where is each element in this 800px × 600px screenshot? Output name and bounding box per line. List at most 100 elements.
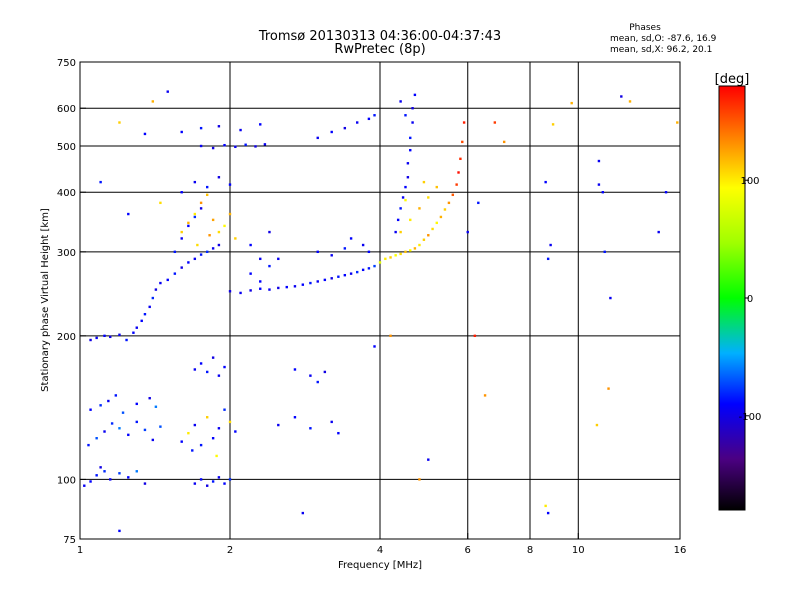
x-tick-label: 4	[377, 545, 383, 556]
data-point	[193, 180, 197, 184]
data-point	[323, 370, 327, 374]
data-point	[628, 100, 632, 103]
data-point	[367, 250, 371, 254]
data-point	[343, 247, 347, 250]
data-point	[205, 370, 209, 374]
data-point	[409, 249, 412, 252]
data-point	[140, 319, 143, 323]
colorbar-tick-label: 0	[747, 294, 753, 305]
data-point	[223, 224, 226, 228]
data-point	[293, 285, 297, 288]
data-point	[118, 529, 121, 533]
data-point	[109, 335, 112, 339]
data-point	[323, 278, 327, 282]
grid-lines	[80, 62, 680, 539]
data-point	[406, 176, 410, 179]
data-point	[244, 143, 247, 146]
x-tick-label: 6	[465, 545, 471, 556]
data-point	[199, 207, 203, 210]
data-point	[239, 128, 242, 132]
data-point	[367, 267, 371, 270]
data-point	[135, 402, 138, 406]
data-point	[461, 140, 464, 144]
data-point	[601, 191, 605, 194]
chart-subtitle: RwPretec (8p)	[334, 42, 425, 57]
data-point	[199, 126, 203, 130]
data-point	[187, 431, 190, 435]
data-point	[404, 185, 407, 189]
data-point	[180, 237, 183, 240]
data-point	[259, 123, 262, 126]
data-point	[544, 504, 547, 508]
data-point	[180, 191, 183, 194]
data-point	[406, 162, 410, 165]
data-point	[367, 117, 371, 121]
x-tick-label: 8	[527, 545, 533, 556]
data-point	[211, 218, 215, 222]
data-point	[148, 396, 151, 400]
data-point	[404, 198, 407, 202]
data-point	[89, 480, 92, 483]
data-point	[455, 183, 458, 186]
data-point	[457, 171, 460, 174]
data-point	[118, 427, 121, 430]
data-point	[154, 405, 158, 408]
data-point	[205, 250, 209, 254]
data-point	[103, 430, 106, 433]
data-point	[151, 438, 155, 442]
data-point	[309, 281, 312, 285]
data-point	[546, 511, 550, 515]
data-point	[125, 338, 128, 342]
data-point	[597, 159, 601, 163]
data-point	[211, 146, 215, 150]
data-point	[199, 362, 203, 365]
data-point	[249, 243, 252, 247]
data-point	[435, 221, 438, 225]
data-point	[249, 289, 252, 292]
data-point	[316, 250, 319, 254]
data-point	[118, 121, 121, 124]
data-point	[217, 374, 221, 377]
data-point	[121, 411, 125, 414]
data-point	[418, 243, 421, 247]
data-point	[135, 470, 138, 473]
data-point	[378, 261, 382, 264]
data-point	[228, 290, 232, 293]
data-point	[609, 296, 612, 300]
x-tick-label: 1	[77, 545, 83, 556]
data-point	[384, 257, 387, 261]
data-point	[316, 280, 319, 283]
data-point	[544, 180, 547, 184]
data-point	[208, 234, 211, 237]
data-point	[399, 230, 402, 234]
data-point	[196, 243, 199, 247]
data-point	[234, 145, 237, 149]
data-point	[466, 230, 469, 234]
data-point	[411, 121, 414, 124]
data-point	[418, 207, 421, 210]
data-point	[435, 185, 438, 189]
data-point	[459, 157, 462, 161]
data-point	[89, 338, 92, 342]
data-point	[343, 126, 347, 130]
y-tick-label: 500	[57, 142, 76, 153]
data-point	[427, 458, 430, 461]
x-tick-label: 16	[674, 545, 687, 556]
y-tick-label: 600	[57, 104, 76, 115]
data-point	[443, 208, 447, 211]
data-point	[259, 287, 262, 290]
data-point	[570, 101, 573, 105]
data-point	[502, 140, 506, 144]
y-axis-ticks: 75 100 200 300 400 500 600 750	[57, 58, 86, 546]
data-point	[148, 305, 151, 309]
data-point	[330, 420, 333, 424]
data-point	[199, 144, 203, 148]
data-point	[595, 423, 599, 427]
data-point	[259, 257, 262, 261]
data-point	[228, 212, 232, 216]
data-point	[620, 95, 623, 98]
data-point	[254, 145, 257, 148]
data-point	[413, 93, 417, 97]
data-point	[343, 273, 347, 277]
data-point	[223, 143, 226, 147]
